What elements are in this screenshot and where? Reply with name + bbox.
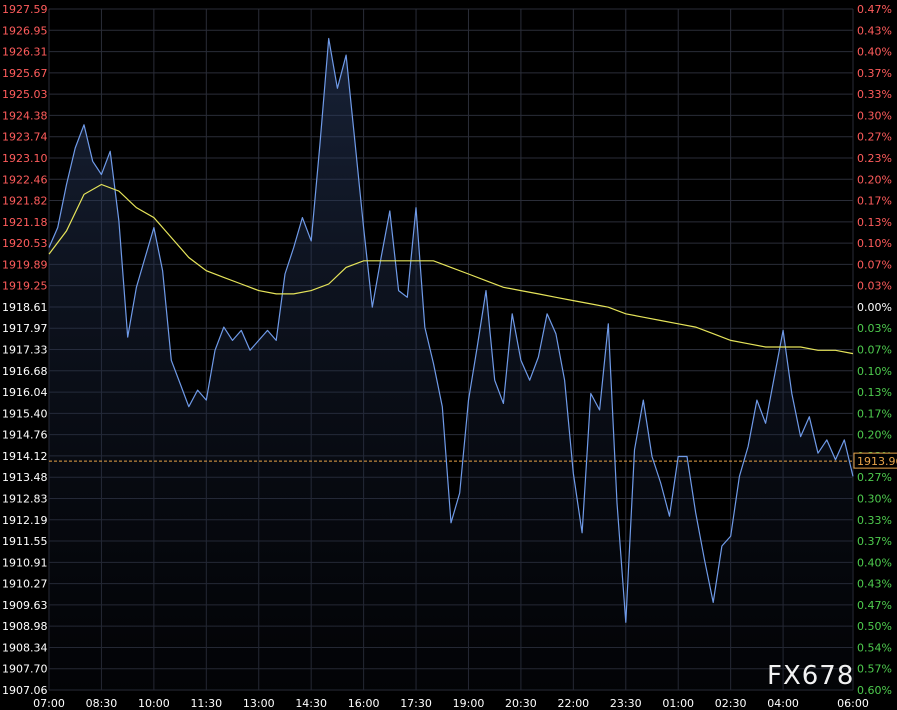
time-tick-label: 14:30 (295, 697, 327, 710)
price-area-fill (49, 38, 853, 690)
percent-tick-label: 0.57% (857, 663, 892, 676)
moving-average-series (48, 183, 854, 355)
price-tick-label: 1916.68 (2, 365, 48, 378)
price-tick-label: 1907.70 (2, 663, 48, 676)
price-tick-label: 1923.10 (2, 152, 48, 165)
percent-tick-label: 0.47% (857, 3, 892, 16)
percent-tick-label: 0.43% (857, 578, 892, 591)
price-tick-label: 1912.19 (2, 514, 48, 527)
price-tick-label: 1907.06 (2, 684, 48, 697)
percent-tick-label: 0.10% (857, 237, 892, 250)
percent-tick-label: 0.27% (857, 471, 892, 484)
percent-tick-label: 0.50% (857, 620, 892, 633)
time-tick-label: 07:00 (33, 697, 65, 710)
percent-tick-label: 0.20% (857, 173, 892, 186)
price-tick-label: 1912.83 (2, 492, 48, 505)
percent-tick-label: 0.10% (857, 365, 892, 378)
price-tick-label: 1926.95 (2, 24, 48, 37)
time-tick-label: 10:00 (138, 697, 170, 710)
price-tick-label: 1910.27 (2, 578, 48, 591)
price-tick-label: 1919.89 (2, 258, 48, 271)
percent-tick-label: 0.07% (857, 258, 892, 271)
percent-tick-label: 0.13% (857, 216, 892, 229)
percent-tick-label: 0.17% (857, 195, 892, 208)
percent-tick-label: 0.03% (857, 322, 892, 335)
time-tick-label: 08:30 (86, 697, 118, 710)
price-tick-label: 1927.59 (2, 3, 48, 16)
time-tick-label: 11:30 (190, 697, 222, 710)
price-tick-label: 1914.12 (2, 450, 48, 463)
percent-tick-label: 0.40% (857, 556, 892, 569)
price-tick-label: 1925.67 (2, 67, 48, 80)
price-tick-label: 1924.38 (2, 109, 48, 122)
price-tick-label: 1926.31 (2, 46, 48, 59)
price-area (49, 38, 853, 690)
time-tick-label: 23:30 (610, 697, 642, 710)
price-tick-label: 1925.03 (2, 88, 48, 101)
price-tick-label: 1908.98 (2, 620, 48, 633)
price-tick-label: 1909.63 (2, 599, 48, 612)
percent-tick-label: 0.60% (857, 684, 892, 697)
price-tick-label: 1921.18 (2, 216, 48, 229)
current-price-text: 1913.96 (857, 455, 897, 468)
percent-tick-label: 0.54% (857, 641, 892, 654)
percent-tick-label: 0.17% (857, 407, 892, 420)
percent-tick-label: 0.23% (857, 152, 892, 165)
time-axis-bottom: 07:00 08:30 10:00 11:30 13:00 14:30 16:00 17:30… (33, 697, 869, 710)
percent-tick-label: 0.47% (857, 599, 892, 612)
percent-tick-label: 0.20% (857, 429, 892, 442)
percent-tick-label: 0.03% (857, 280, 892, 293)
price-tick-label: 1915.40 (2, 407, 48, 420)
percent-tick-label: 0.43% (857, 24, 892, 37)
price-tick-label: 1916.04 (2, 386, 48, 399)
percent-tick-label: 0.30% (857, 109, 892, 122)
price-tick-label: 1914.76 (2, 429, 48, 442)
price-tick-label: 1910.91 (2, 556, 48, 569)
time-tick-label: 20:30 (505, 697, 537, 710)
percent-tick-label: 0.40% (857, 46, 892, 59)
price-tick-label: 1913.48 (2, 471, 48, 484)
percent-tick-label: 0.37% (857, 67, 892, 80)
percent-tick-label: 0.33% (857, 514, 892, 527)
time-tick-label: 13:00 (243, 697, 275, 710)
price-axis-left: 1927.59 1926.95 1926.31 1925.67 1925.03 1924.… (2, 3, 48, 697)
time-tick-label: 17:30 (400, 697, 432, 710)
price-line (48, 37, 854, 623)
price-series (48, 37, 854, 623)
time-tick-label: 22:00 (557, 697, 589, 710)
time-tick-label: 16:00 (348, 697, 380, 710)
percent-tick-label: 0.13% (857, 386, 892, 399)
percent-tick-label: 0.07% (857, 344, 892, 357)
watermark-logo: FX678 (767, 661, 854, 691)
price-tick-label: 1921.82 (2, 195, 48, 208)
price-tick-label: 1922.46 (2, 173, 48, 186)
time-tick-label: 06:00 (837, 697, 869, 710)
time-tick-label: 19:00 (453, 697, 485, 710)
percent-tick-label: 0.33% (857, 88, 892, 101)
price-tick-label: 1919.25 (2, 280, 48, 293)
percent-tick-label: 0.27% (857, 131, 892, 144)
price-tick-label: 1920.53 (2, 237, 48, 250)
price-tick-label: 1917.97 (2, 322, 48, 335)
price-tick-label: 1908.34 (2, 641, 48, 654)
price-tick-label: 1918.61 (2, 301, 48, 314)
price-tick-label: 1917.33 (2, 344, 48, 357)
price-tick-label: 1911.55 (2, 535, 48, 548)
moving-average-line (48, 183, 854, 355)
time-tick-label: 02:30 (715, 697, 747, 710)
price-tick-label: 1923.74 (2, 131, 48, 144)
time-tick-label: 01:00 (662, 697, 694, 710)
percent-tick-label: 0.30% (857, 492, 892, 505)
time-tick-label: 04:00 (767, 697, 799, 710)
percent-tick-label: 0.37% (857, 535, 892, 548)
current-price-label: 1913.96 (853, 452, 897, 469)
percent-tick-label: 0.00% (857, 301, 892, 314)
percent-axis-right: 0.47% 0.43% 0.40% 0.37% 0.33% 0.30% 0.27% 0.23%… (857, 3, 892, 697)
